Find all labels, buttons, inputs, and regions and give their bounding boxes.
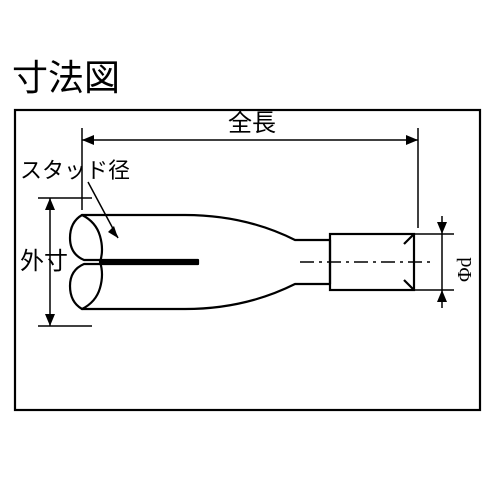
page-title: 寸法図	[12, 60, 120, 96]
label-stud-diameter: スタッド径	[20, 160, 130, 182]
dim-outer-arrow-bot	[45, 314, 55, 326]
label-overall-length: 全長	[228, 112, 276, 136]
terminal-body	[82, 215, 330, 309]
label-outer-dimension: 外寸	[20, 250, 68, 274]
label-hole-diameter: Φd	[455, 257, 475, 282]
dim-outer-arrow-top	[45, 198, 55, 210]
leader-stud-arrow	[108, 226, 118, 238]
diagram-page: 寸法図 全長 スタッド径 外寸 Φd	[0, 0, 500, 500]
dim-length-arrow-left	[82, 135, 94, 145]
dim-phi-arrow-top	[437, 222, 447, 234]
dim-length-arrow-right	[406, 135, 418, 145]
dim-phi-arrow-bot	[437, 290, 447, 302]
